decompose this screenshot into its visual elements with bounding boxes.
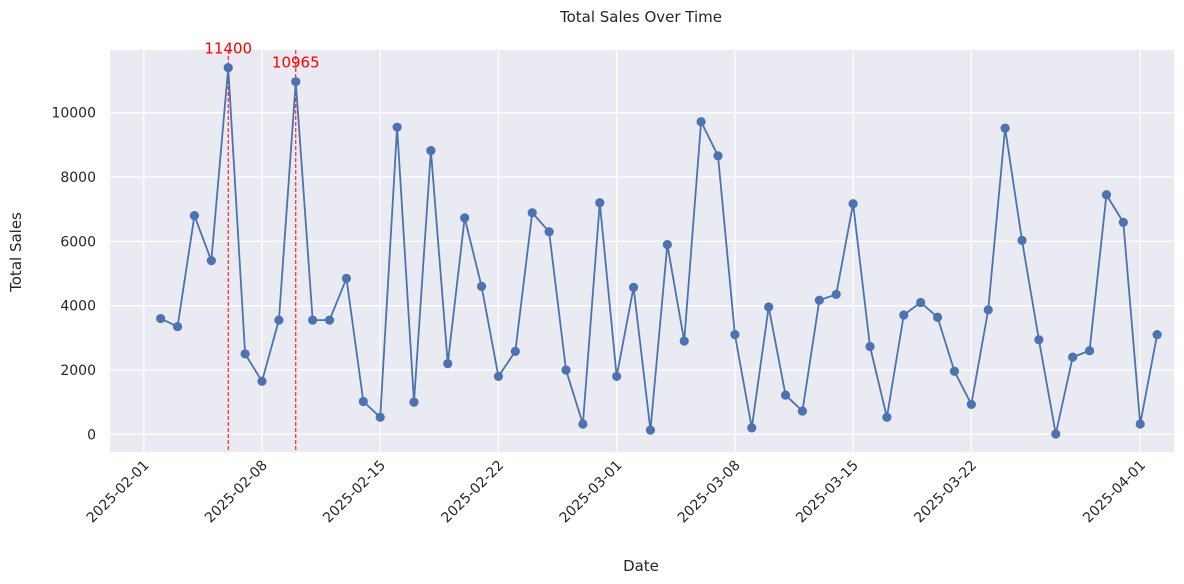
- y-tick-label: 8000: [60, 170, 96, 186]
- chart-title: Total Sales Over Time: [559, 8, 722, 26]
- data-point: [443, 358, 453, 369]
- data-point: [764, 302, 774, 312]
- data-point: [1118, 217, 1128, 227]
- annotation-label: 11400: [204, 40, 252, 58]
- x-axis-title: Date: [623, 557, 659, 575]
- data-point: [409, 397, 419, 407]
- data-point: [1084, 346, 1095, 356]
- data-point: [476, 281, 487, 291]
- data-point: [240, 349, 250, 359]
- y-tick-label: 4000: [60, 299, 96, 315]
- annotation-labels: 11400 10965: [204, 40, 319, 72]
- data-point: [172, 321, 183, 332]
- data-point: [561, 365, 571, 375]
- data-point: [206, 256, 216, 266]
- data-point: [189, 211, 200, 221]
- data-point: [493, 371, 504, 382]
- series-group: [156, 63, 1162, 439]
- data-point: [1101, 190, 1112, 200]
- data-point: [612, 371, 622, 382]
- data-point: [949, 366, 960, 376]
- y-tick-label: 10000: [51, 106, 96, 122]
- data-point: [460, 213, 470, 223]
- grid-lines: [110, 50, 1174, 452]
- data-point: [274, 315, 284, 325]
- data-point: [628, 282, 639, 292]
- data-point: [324, 315, 335, 325]
- data-point: [1135, 419, 1145, 429]
- data-point: [1017, 235, 1027, 245]
- data-point: [375, 412, 385, 422]
- data-point: [814, 295, 824, 305]
- data-point: [696, 117, 706, 127]
- y-tick-label: 2000: [60, 363, 96, 379]
- annotation-label: 10965: [272, 54, 320, 72]
- data-point: [1152, 330, 1162, 340]
- data-point: [544, 227, 554, 237]
- data-point: [1051, 429, 1061, 439]
- data-point: [983, 305, 993, 315]
- y-tick-label: 6000: [60, 234, 96, 250]
- data-point: [797, 406, 808, 416]
- data-point: [899, 310, 909, 320]
- data-point: [882, 412, 892, 422]
- data-point: [713, 151, 723, 161]
- data-point: [645, 425, 656, 435]
- data-point: [578, 419, 588, 429]
- data-point: [916, 297, 926, 308]
- data-point: [848, 199, 858, 209]
- data-point: [831, 289, 841, 300]
- data-point: [1000, 123, 1010, 133]
- data-point: [865, 341, 875, 352]
- plot-area: [110, 50, 1174, 452]
- data-point: [932, 312, 943, 322]
- data-point: [358, 396, 368, 407]
- data-point: [662, 239, 672, 250]
- data-point: [679, 336, 689, 346]
- y-axis-title: Total Sales: [7, 212, 25, 293]
- y-tick-label: 0: [87, 427, 96, 443]
- data-point: [156, 313, 166, 324]
- data-point: [1034, 335, 1044, 345]
- data-point: [1068, 352, 1078, 362]
- data-point: [595, 198, 605, 208]
- data-point: [527, 208, 537, 218]
- data-point: [291, 77, 301, 87]
- annotation-lines: [227, 50, 297, 452]
- data-point: [747, 423, 757, 433]
- data-point: [730, 330, 740, 340]
- data-point: [426, 146, 436, 156]
- data-point: [308, 315, 318, 325]
- data-point: [780, 390, 791, 400]
- data-point: [392, 122, 402, 132]
- data-point: [257, 376, 267, 386]
- data-point: [341, 273, 352, 283]
- data-point: [510, 346, 520, 356]
- data-point: [966, 399, 976, 409]
- data-point: [223, 63, 233, 73]
